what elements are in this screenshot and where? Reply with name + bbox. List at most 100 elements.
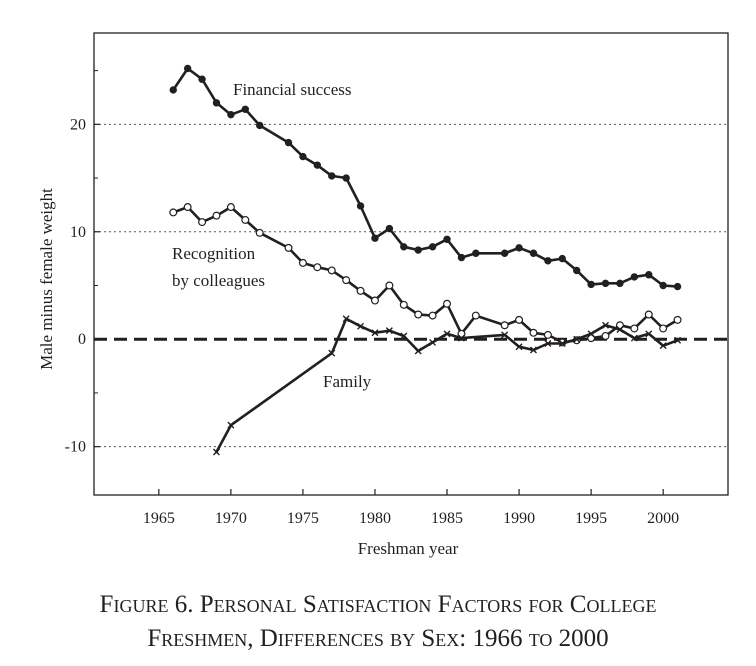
y-tick-label: -10 — [65, 439, 86, 456]
data-point-recognition-by-colleagues — [212, 211, 221, 220]
data-point-family — [212, 448, 220, 456]
data-point-family — [587, 330, 595, 338]
data-point-financial-success — [328, 172, 336, 180]
x-tick-label: 1995 — [575, 510, 607, 527]
y-tick-label: 20 — [70, 116, 86, 133]
data-point-family — [630, 334, 638, 342]
data-point-financial-success — [400, 243, 408, 251]
data-point-recognition-by-colleagues — [226, 203, 235, 212]
series — [169, 64, 682, 456]
data-point-family — [659, 342, 667, 350]
data-point-family — [414, 347, 422, 355]
data-point-recognition-by-colleagues — [342, 276, 351, 285]
data-point-recognition-by-colleagues — [255, 228, 264, 237]
data-point-family — [501, 331, 509, 339]
x-tick-label: 1985 — [431, 510, 463, 527]
plot-frame — [93, 32, 729, 496]
data-point-family — [529, 346, 537, 354]
x-tick-label: 1975 — [287, 510, 319, 527]
data-point-recognition-by-colleagues — [644, 310, 653, 319]
data-point-financial-success — [472, 249, 480, 257]
data-point-recognition-by-colleagues — [414, 310, 423, 319]
line-chart: 20 10 0 -10 1965 1970 1975 1980 1985 1990 1995 2000… — [37, 32, 729, 558]
data-point-financial-success — [241, 105, 249, 113]
data-point-financial-success — [342, 174, 350, 182]
data-point-financial-success — [198, 75, 206, 83]
data-point-family — [573, 335, 581, 343]
data-point-family — [385, 327, 393, 335]
data-point-financial-success — [284, 138, 293, 147]
y-tick-label: 0 — [78, 331, 86, 348]
data-point-family — [645, 330, 653, 338]
data-point-financial-success — [256, 121, 264, 130]
data-point-financial-success — [529, 249, 538, 257]
data-point-financial-success — [616, 279, 624, 288]
data-point-financial-success — [645, 271, 653, 279]
annotation-recognition: Recognition — [172, 244, 256, 263]
data-point-recognition-by-colleagues — [428, 311, 437, 320]
annotation-family: Family — [323, 372, 372, 391]
data-point-recognition-by-colleagues — [500, 321, 509, 330]
data-point-financial-success — [601, 279, 610, 288]
data-point-recognition-by-colleagues — [370, 296, 379, 305]
data-point-financial-success — [385, 224, 394, 233]
data-point-financial-success — [558, 254, 566, 263]
data-point-recognition-by-colleagues — [385, 281, 394, 290]
data-point-family — [616, 326, 624, 334]
data-point-recognition-by-colleagues — [198, 218, 207, 227]
data-point-family — [400, 332, 408, 340]
data-point-financial-success — [313, 161, 322, 169]
axes: 20 10 0 -10 1965 1970 1975 1980 1985 1990 1995 2000 — [65, 70, 679, 527]
data-point-financial-success — [371, 234, 379, 242]
data-point-family — [227, 421, 235, 429]
data-point-recognition-by-colleagues — [284, 243, 293, 252]
x-axis-label: Freshman year — [358, 539, 459, 558]
data-point-financial-success — [227, 110, 235, 119]
data-point-family — [674, 336, 682, 344]
data-point-recognition-by-colleagues — [673, 315, 682, 324]
data-point-financial-success — [587, 280, 595, 289]
x-tick-label: 1980 — [359, 510, 391, 527]
data-point-financial-success — [183, 64, 192, 73]
data-point-family — [357, 322, 365, 330]
data-point-financial-success — [428, 243, 437, 251]
gridlines — [94, 123, 728, 448]
x-tick-label: 2000 — [647, 510, 679, 527]
data-point-financial-success — [212, 99, 221, 107]
data-point-family — [558, 340, 566, 348]
data-point-family — [544, 340, 552, 348]
data-point-family — [371, 329, 379, 337]
data-point-family — [443, 330, 451, 338]
data-point-recognition-by-colleagues — [630, 324, 639, 333]
data-point-financial-success — [630, 273, 639, 281]
figure-caption-line-1: Figure 6. Personal Satisfaction Factors … — [99, 591, 657, 618]
series-line-financial-success — [172, 67, 679, 288]
data-point-financial-success — [414, 246, 422, 254]
data-point-family — [342, 315, 350, 323]
data-point-recognition-by-colleagues — [471, 311, 480, 320]
x-tick-label: 1965 — [143, 510, 175, 527]
data-point-family — [602, 321, 610, 329]
data-point-financial-success — [356, 202, 365, 210]
data-point-family — [429, 338, 437, 346]
data-point-recognition-by-colleagues — [543, 330, 552, 339]
data-point-recognition-by-colleagues — [659, 324, 668, 333]
data-point-recognition-by-colleagues — [399, 300, 408, 309]
data-point-family — [328, 349, 336, 357]
data-point-recognition-by-colleagues — [241, 215, 250, 224]
data-point-financial-success — [443, 235, 451, 243]
data-point-financial-success — [673, 282, 682, 291]
data-point-recognition-by-colleagues — [529, 328, 538, 337]
data-point-recognition-by-colleagues — [356, 286, 365, 295]
data-point-recognition-by-colleagues — [327, 266, 336, 275]
data-point-recognition-by-colleagues — [313, 263, 322, 272]
data-point-financial-success — [515, 244, 523, 252]
data-point-recognition-by-colleagues — [169, 208, 178, 217]
data-point-financial-success — [573, 266, 581, 275]
data-point-financial-success — [169, 86, 177, 94]
data-point-recognition-by-colleagues — [515, 315, 524, 324]
annotation-financial-success: Financial success — [233, 80, 352, 99]
series-line-recognition-by-colleagues — [172, 205, 679, 344]
data-point-recognition-by-colleagues — [298, 258, 307, 267]
data-point-family — [457, 334, 465, 342]
